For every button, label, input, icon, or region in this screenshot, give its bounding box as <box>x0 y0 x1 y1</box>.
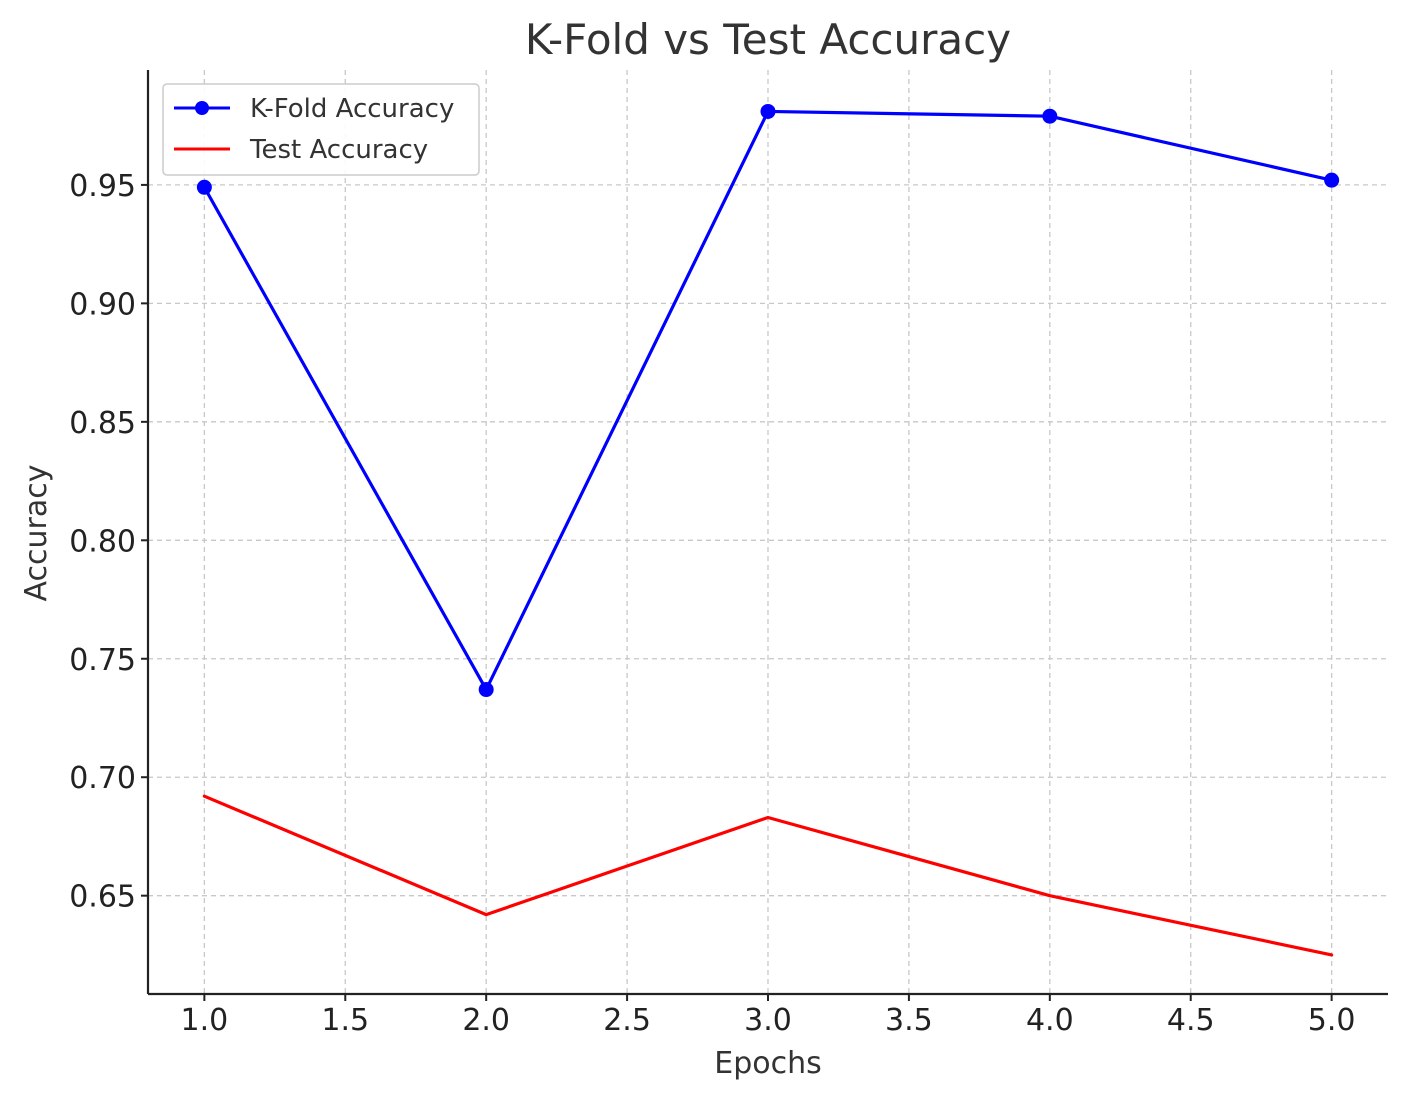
k-fold-accuracy-point <box>1324 172 1340 188</box>
k-fold-accuracy-point <box>478 682 494 698</box>
k-fold-accuracy-point <box>760 103 776 119</box>
y-tick-label: 0.75 <box>69 643 136 678</box>
chart-title: K-Fold vs Test Accuracy <box>525 15 1011 64</box>
x-tick-label: 3.5 <box>885 1003 933 1038</box>
x-tick-label: 4.0 <box>1026 1003 1074 1038</box>
legend-kfold-label: K-Fold Accuracy <box>250 94 454 124</box>
x-tick-label: 2.5 <box>603 1003 651 1038</box>
legend-kfold-marker <box>195 101 209 115</box>
y-tick-label: 0.95 <box>69 169 136 204</box>
x-tick-label: 4.5 <box>1167 1003 1215 1038</box>
y-tick-label: 0.80 <box>69 524 136 559</box>
x-tick-label: 2.0 <box>462 1003 510 1038</box>
x-tick-label: 1.0 <box>181 1003 229 1038</box>
legend-frame <box>162 83 480 176</box>
y-tick-label: 0.70 <box>69 761 136 796</box>
y-tick-label: 0.65 <box>69 880 136 915</box>
legend-test-label: Test Accuracy <box>249 135 428 165</box>
series-layer <box>196 103 1340 957</box>
x-tick-label: 5.0 <box>1308 1003 1356 1038</box>
axes <box>141 70 1388 1001</box>
x-axis-label: Epochs <box>714 1046 822 1081</box>
k-fold-accuracy-point <box>196 179 212 195</box>
legend: K-Fold Accuracy Test Accuracy <box>162 83 480 176</box>
x-tick-label: 1.5 <box>321 1003 369 1038</box>
x-tick-label: 3.0 <box>744 1003 792 1038</box>
tick-labels: 1.0 1.5 2.0 2.5 3.0 3.5 4.0 4.5 5.0 0.65 0.70 0.75 0… <box>69 169 1355 1038</box>
k-fold-accuracy-point <box>1042 108 1058 124</box>
y-tick-label: 0.85 <box>69 406 136 441</box>
test-accuracy-line <box>202 794 1334 957</box>
y-axis-label: Accuracy <box>19 465 54 602</box>
y-tick-label: 0.90 <box>69 287 136 322</box>
grid-layer <box>148 70 1388 994</box>
